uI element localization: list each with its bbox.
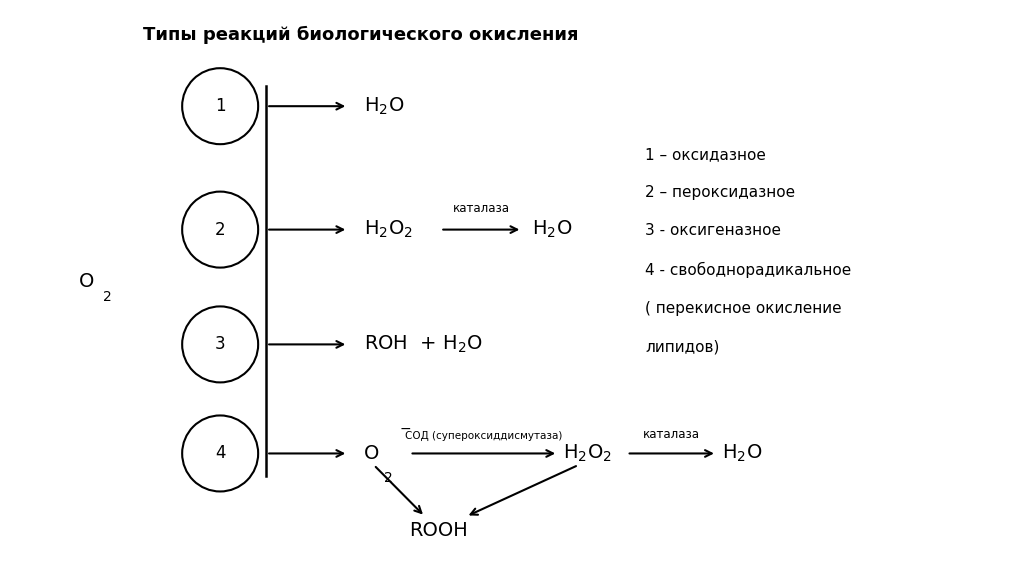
Text: ROOH: ROOH [410,521,468,541]
Text: каталаза: каталаза [453,202,510,215]
Text: H$_2$O: H$_2$O [364,95,403,117]
Text: 3 - оксигеназное: 3 - оксигеназное [645,223,781,238]
Text: ROH  + H$_2$O: ROH + H$_2$O [364,333,482,355]
Text: 3: 3 [215,335,225,354]
Text: каталаза: каталаза [643,428,700,441]
Text: O: O [364,444,379,463]
Text: Типы реакций биологического окисления: Типы реакций биологического окисления [143,26,579,44]
Text: СОД (супероксиддисмутаза): СОД (супероксиддисмутаза) [404,431,562,441]
Text: 2 – пероксидазное: 2 – пероксидазное [645,185,796,200]
Text: ( перекисное окисление: ( перекисное окисление [645,301,842,316]
Text: H$_2$O: H$_2$O [532,219,572,241]
Text: 1 – оксидазное: 1 – оксидазное [645,148,766,162]
Text: 2: 2 [215,220,225,239]
Text: H$_2$O$_2$: H$_2$O$_2$ [364,219,413,241]
Text: 2: 2 [384,471,393,484]
Text: O: O [79,272,95,291]
Text: 4 - свободнорадикальное: 4 - свободнорадикальное [645,262,851,278]
Text: 4: 4 [215,444,225,463]
Text: 1: 1 [215,97,225,115]
Text: H$_2$O: H$_2$O [722,443,762,464]
Text: липидов): липидов) [645,340,720,355]
Text: 2: 2 [103,290,113,304]
Text: −: − [399,422,411,436]
Text: H$_2$O$_2$: H$_2$O$_2$ [563,443,612,464]
